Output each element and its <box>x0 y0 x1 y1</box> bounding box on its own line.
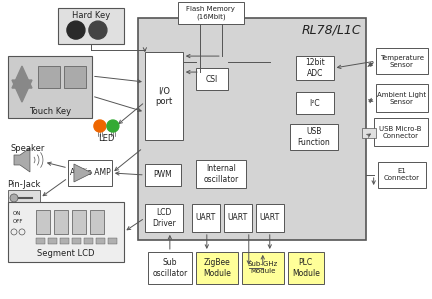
Bar <box>196 68 228 90</box>
Bar <box>256 204 284 232</box>
Text: Temperature
Sensor: Temperature Sensor <box>380 55 424 68</box>
Text: UART: UART <box>228 213 248 222</box>
Text: CSI: CSI <box>206 74 218 83</box>
Bar <box>8 202 124 262</box>
Text: UART: UART <box>196 213 216 222</box>
Bar <box>242 252 284 284</box>
Text: Sub
oscillator: Sub oscillator <box>152 258 187 277</box>
Polygon shape <box>12 80 32 102</box>
Bar <box>60 238 69 244</box>
Bar <box>72 210 86 234</box>
Text: PWM: PWM <box>153 170 172 179</box>
Text: LCD
Driver: LCD Driver <box>152 208 176 228</box>
Text: RL78/L1C: RL78/L1C <box>302 24 362 36</box>
Bar <box>378 162 426 188</box>
Text: E1
Connector: E1 Connector <box>384 168 419 181</box>
Bar <box>192 204 220 232</box>
Text: LED: LED <box>98 134 114 143</box>
Bar <box>376 84 428 112</box>
Text: Internal
oscillator: Internal oscillator <box>203 164 238 184</box>
Bar <box>48 238 57 244</box>
Text: UART: UART <box>260 213 280 222</box>
Bar <box>296 92 334 114</box>
Bar <box>196 252 238 284</box>
Circle shape <box>10 194 18 202</box>
Bar <box>145 52 183 140</box>
Bar <box>108 238 117 244</box>
Bar <box>8 56 92 118</box>
Text: PLC
Module: PLC Module <box>292 258 320 277</box>
Bar <box>376 48 428 74</box>
Bar <box>138 18 365 240</box>
Text: Pin-Jack: Pin-Jack <box>7 181 41 190</box>
Bar <box>84 238 93 244</box>
Text: 12bit
ADC: 12bit ADC <box>305 58 324 78</box>
Bar <box>64 66 86 88</box>
Text: Sub-GHz
Module: Sub-GHz Module <box>248 261 278 274</box>
Bar <box>96 238 105 244</box>
Text: Flash Memory
(16Mbit): Flash Memory (16Mbit) <box>186 6 235 20</box>
Bar <box>38 66 60 88</box>
Bar <box>145 164 181 186</box>
Circle shape <box>94 120 106 132</box>
Text: I/O
port: I/O port <box>155 86 172 106</box>
Bar <box>196 160 246 188</box>
Text: USB Micro-B
Connector: USB Micro-B Connector <box>379 126 422 138</box>
Bar <box>90 210 104 234</box>
Text: Touch Key: Touch Key <box>29 106 71 115</box>
Circle shape <box>67 21 85 39</box>
Circle shape <box>89 21 107 39</box>
Bar <box>145 204 183 232</box>
Text: Audio AMP: Audio AMP <box>70 168 110 178</box>
Bar <box>224 204 252 232</box>
Bar <box>36 238 45 244</box>
Bar <box>288 252 324 284</box>
Bar <box>72 238 81 244</box>
Bar <box>374 118 428 146</box>
Bar <box>296 56 334 80</box>
Bar <box>148 252 192 284</box>
Polygon shape <box>12 66 32 88</box>
Polygon shape <box>14 148 30 172</box>
Text: I²C: I²C <box>309 99 320 108</box>
Text: Speaker: Speaker <box>11 144 45 152</box>
Text: Segment LCD: Segment LCD <box>37 249 95 258</box>
Bar <box>36 210 50 234</box>
Bar <box>290 124 338 150</box>
Bar <box>8 190 40 206</box>
Text: OFF: OFF <box>13 219 23 225</box>
Text: USB
Function: USB Function <box>297 127 330 147</box>
Polygon shape <box>74 164 92 182</box>
Text: ON: ON <box>13 211 21 216</box>
Bar <box>54 210 68 234</box>
Bar <box>58 8 124 44</box>
Text: ZigBee
Module: ZigBee Module <box>203 258 231 277</box>
Circle shape <box>107 120 119 132</box>
Text: Ambient Light
Sensor: Ambient Light Sensor <box>377 91 426 105</box>
Bar <box>362 128 376 138</box>
Text: Hard Key: Hard Key <box>72 11 110 20</box>
Bar <box>68 160 112 186</box>
Bar <box>178 2 244 24</box>
